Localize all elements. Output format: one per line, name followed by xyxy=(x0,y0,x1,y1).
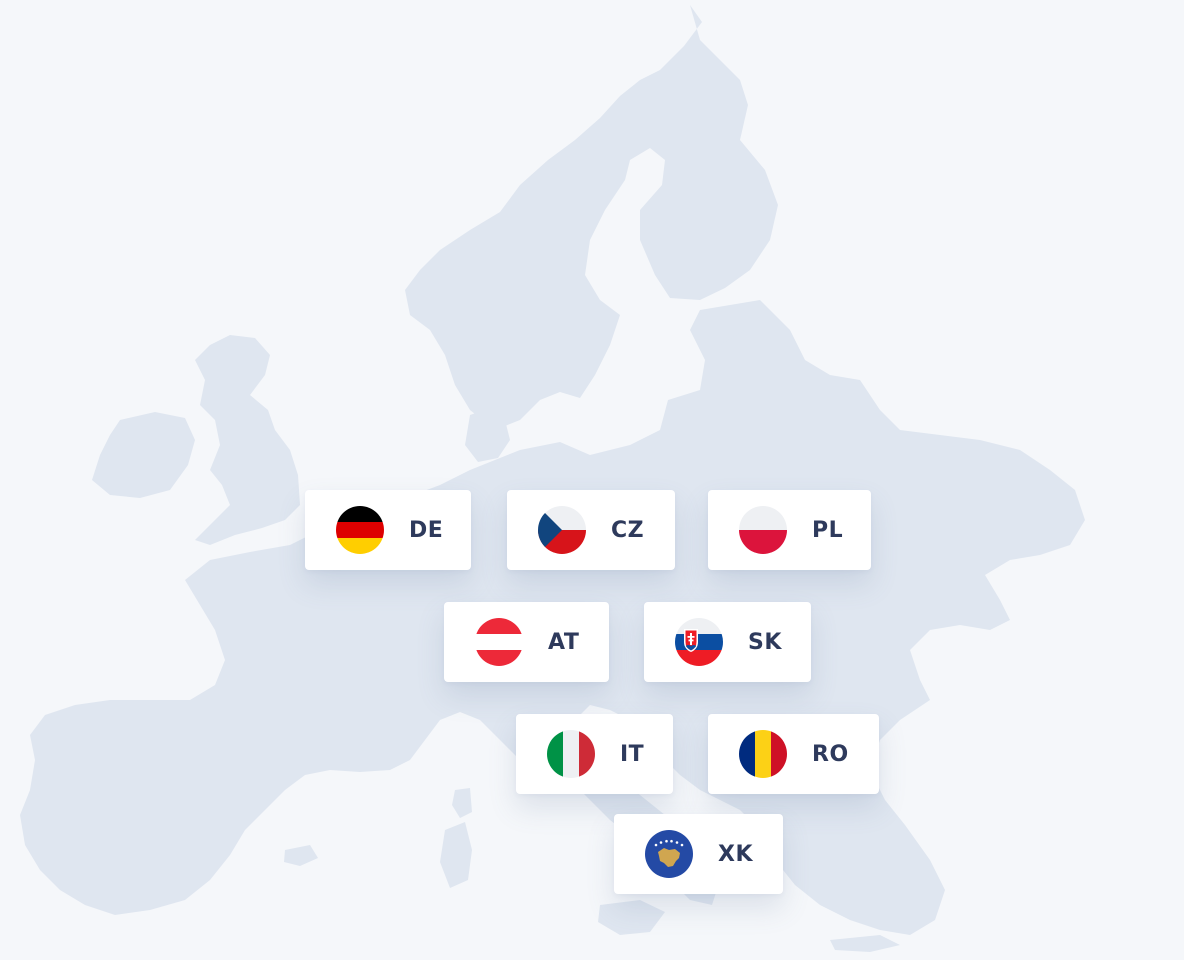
country-card-pl[interactable]: PL xyxy=(708,490,871,570)
corsica xyxy=(452,788,472,818)
country-code: CZ xyxy=(611,517,645,543)
aegean-islands xyxy=(905,875,930,895)
country-card-cz[interactable]: CZ xyxy=(507,490,675,570)
country-code: XK xyxy=(718,841,754,867)
crete xyxy=(830,935,900,952)
romania-flag-icon xyxy=(739,730,787,778)
country-card-sk[interactable]: SK xyxy=(644,602,811,682)
ireland xyxy=(92,412,195,498)
country-code: SK xyxy=(748,629,782,655)
slovakia-flag-icon xyxy=(675,618,723,666)
jutland xyxy=(465,408,510,462)
country-card-ro[interactable]: RO xyxy=(708,714,879,794)
country-code: IT xyxy=(620,741,645,767)
country-code: AT xyxy=(548,629,580,655)
sicily xyxy=(598,900,665,935)
sardinia xyxy=(440,822,472,888)
country-code: DE xyxy=(409,517,444,543)
finland-coast xyxy=(700,310,745,345)
baltic-sea xyxy=(580,320,660,440)
italy-flag-icon xyxy=(547,730,595,778)
country-card-at[interactable]: AT xyxy=(444,602,609,682)
balearic-islands xyxy=(284,845,318,866)
scandinavia-landmass xyxy=(405,5,778,430)
country-card-de[interactable]: DE xyxy=(305,490,471,570)
germany-flag-icon xyxy=(336,506,384,554)
austria-flag-icon xyxy=(475,618,523,666)
country-code: PL xyxy=(812,517,844,543)
black-sea xyxy=(935,640,1060,712)
great-britain xyxy=(195,335,300,545)
poland-flag-icon xyxy=(739,506,787,554)
czech-flag-icon xyxy=(538,506,586,554)
country-card-it[interactable]: IT xyxy=(516,714,673,794)
country-card-xk[interactable]: XK xyxy=(614,814,783,894)
kosovo-flag-icon xyxy=(645,830,693,878)
country-code: RO xyxy=(812,741,849,767)
